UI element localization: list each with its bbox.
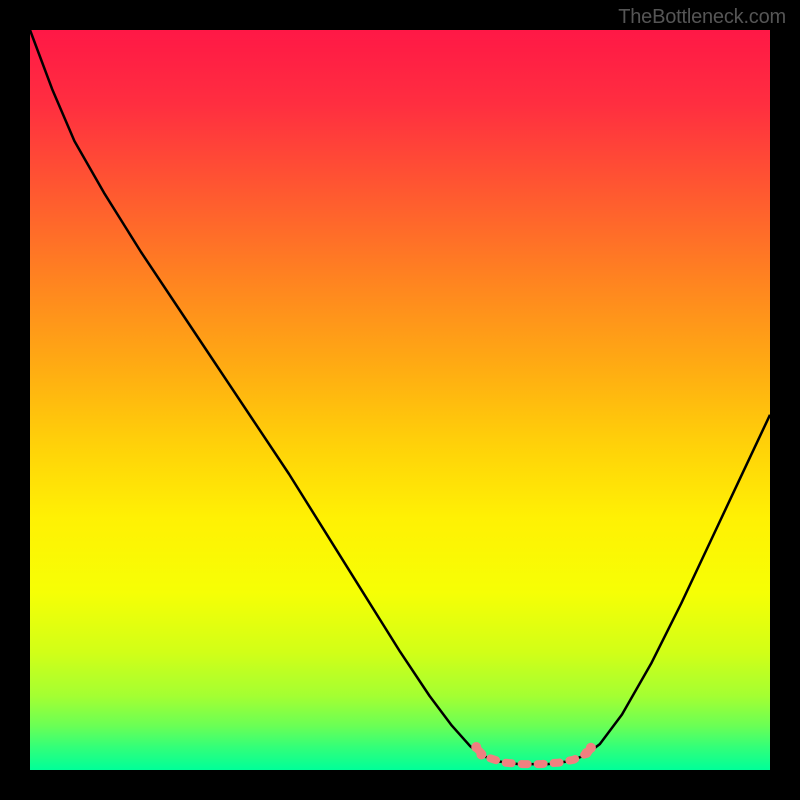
optimal-range-endpoint: [476, 749, 486, 759]
chart-background: [30, 30, 770, 770]
optimal-range-endpoint: [586, 743, 596, 753]
chart-container: TheBottleneck.com: [0, 0, 800, 800]
bottleneck-curve-chart: [0, 0, 800, 800]
watermark-text: TheBottleneck.com: [618, 6, 786, 29]
